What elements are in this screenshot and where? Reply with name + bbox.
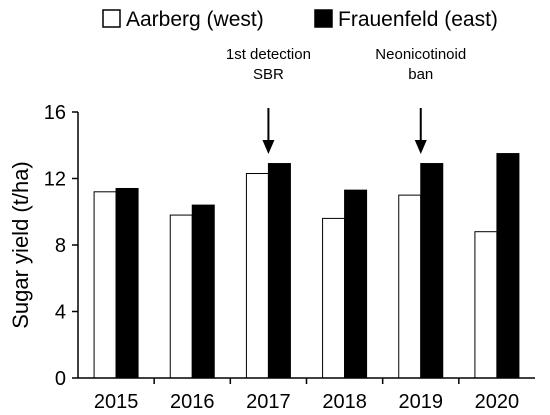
chart-annotations: 1st detection SBR Neonicotinoid ban [226,46,466,154]
annotation-arrow-head [262,140,275,154]
bar-frauenfeld-2017 [267,163,291,379]
annotation-text: Neonicotinoid [375,46,466,63]
bar-aarberg-2018 [322,217,346,379]
bar-aarberg-2017 [245,173,269,379]
x-tick-label: 2016 [170,391,215,413]
bar-frauenfeld-2015 [115,187,139,379]
chart-legend: Aarberg (west) Frauenfeld (east) [102,8,498,31]
annotation-text: SBR [253,66,284,83]
y-tick-label: 4 [55,302,66,324]
bar-aarberg-2019 [398,194,422,379]
x-axis: 2015 2016 2017 2018 2019 2020 [78,377,535,413]
bar-aarberg-2020 [474,231,498,379]
annotation-text: ban [408,66,433,83]
x-tick-label: 2019 [399,391,444,413]
x-tick-label: 2018 [322,391,367,413]
legend-swatch [102,9,121,28]
y-tick-label: 16 [44,102,66,124]
x-tick-label: 2020 [475,391,520,413]
bar-frauenfeld-2018 [344,189,368,379]
bars [93,153,520,379]
y-tick-label: 8 [55,235,66,257]
y-tick-label: 12 [44,169,66,191]
x-tick-label: 2015 [94,391,139,413]
bar-frauenfeld-2020 [496,153,520,379]
y-axis-title: Sugar yield (t/ha) [8,161,33,329]
annotation-arrow-head [414,140,427,154]
bar-frauenfeld-2019 [420,163,444,379]
legend-label: Aarberg (west) [126,8,264,31]
y-tick-label: 0 [55,368,66,390]
legend-label: Frauenfeld (east) [338,8,498,31]
y-axis: 0 4 8 12 16 [44,102,79,390]
annotation-text: 1st detection [226,46,311,63]
legend-swatch [314,9,333,28]
bar-frauenfeld-2016 [191,204,215,379]
x-tick-label: 2017 [246,391,291,413]
bar-aarberg-2016 [169,214,193,379]
bar-aarberg-2015 [93,191,117,379]
